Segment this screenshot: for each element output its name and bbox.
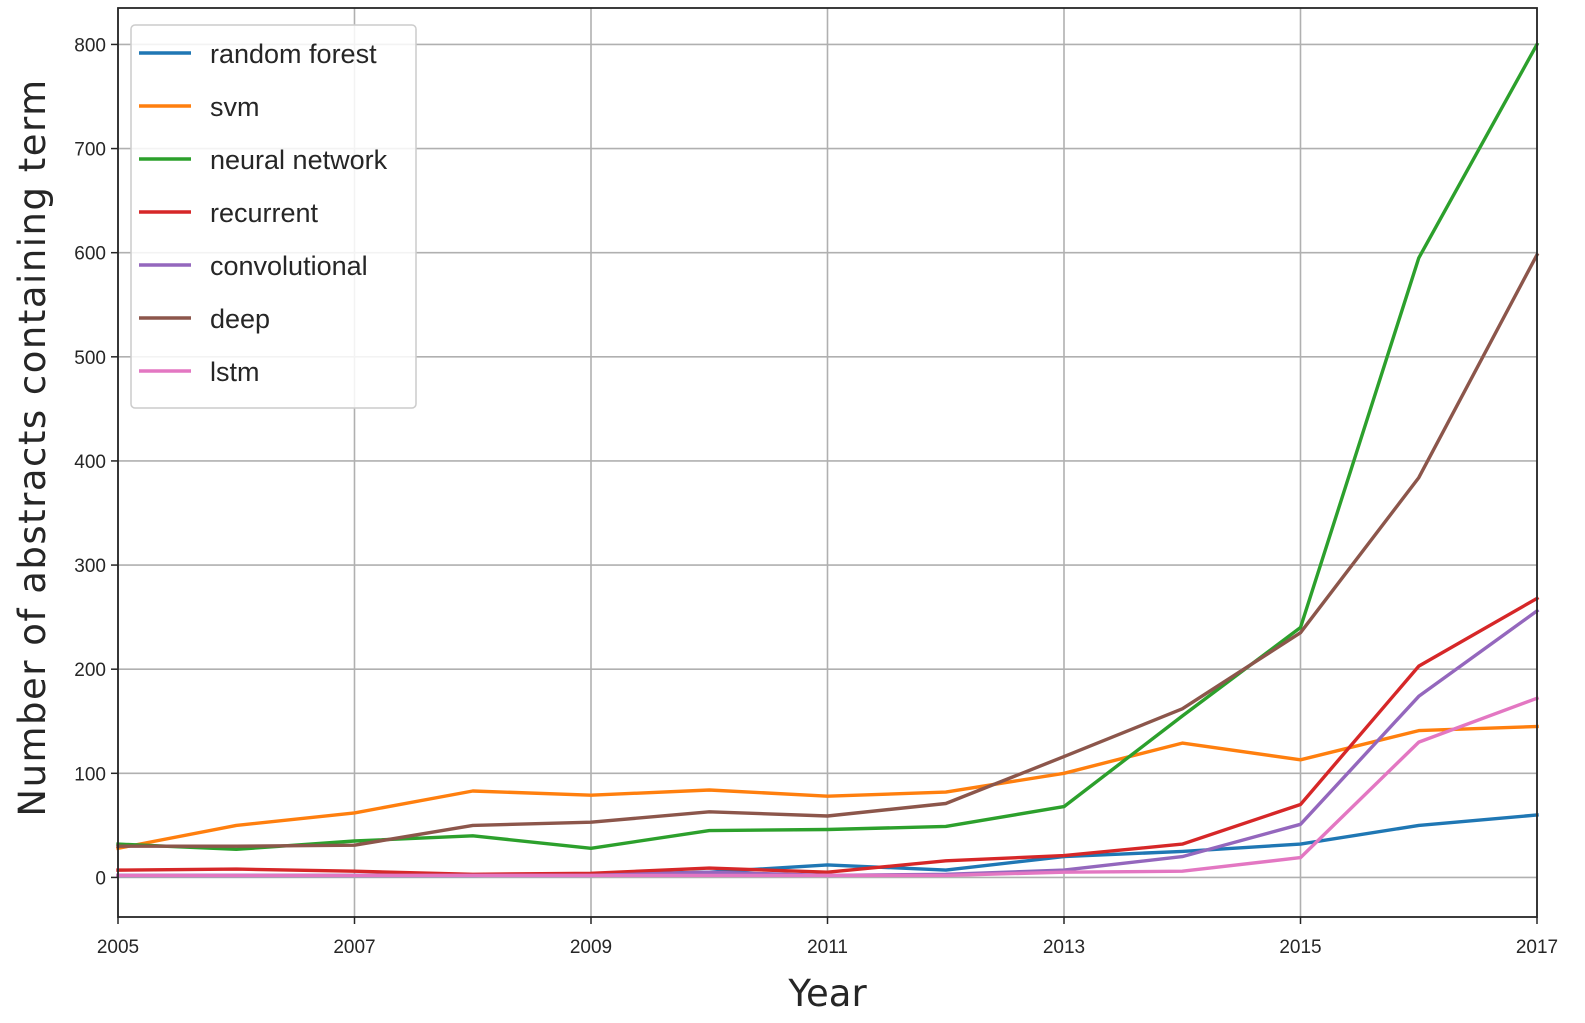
legend-label-deep: deep <box>210 304 270 334</box>
x-axis-title: Year <box>787 972 867 1015</box>
y-tick-label: 600 <box>74 244 106 265</box>
y-tick-label: 100 <box>74 764 106 785</box>
legend-label-random-forest: random forest <box>210 39 377 69</box>
x-axis-ticks: 2005 2007 2009 2011 2013 2015 2017 <box>97 917 1558 958</box>
legend-label-recurrent: recurrent <box>210 198 319 228</box>
series-line-recurrent <box>116 596 1540 876</box>
series-lines <box>116 42 1540 878</box>
y-tick-label: 0 <box>95 868 106 889</box>
x-tick-label: 2007 <box>333 937 375 958</box>
x-tick-label: 2009 <box>570 937 612 958</box>
x-tick-label: 2015 <box>1279 937 1321 958</box>
legend-box <box>130 24 417 409</box>
legend-label-lstm: lstm <box>210 357 260 387</box>
y-tick-label: 500 <box>74 348 106 369</box>
y-tick-label: 800 <box>74 35 106 56</box>
y-tick-label: 300 <box>74 556 106 577</box>
y-tick-label: 700 <box>74 140 106 161</box>
grid <box>117 8 1538 917</box>
x-tick-label: 2013 <box>1043 937 1085 958</box>
x-tick-label: 2017 <box>1516 937 1558 958</box>
legend-label-svm: svm <box>210 92 260 122</box>
series-line-lstm <box>116 696 1540 878</box>
x-tick-label: 2011 <box>807 937 848 958</box>
y-axis-title: Number of abstracts containing term <box>11 78 54 816</box>
y-axis-ticks: 0 100 200 300 400 500 600 700 800 <box>74 35 118 889</box>
series-line-svm <box>116 724 1539 851</box>
y-tick-label: 200 <box>74 660 106 681</box>
x-tick-label: 2005 <box>97 937 139 958</box>
legend: random forest svm neural network recurrent c… <box>130 24 417 409</box>
series-line-deep <box>116 252 1540 848</box>
legend-label-convolutional: convolutional <box>210 251 368 281</box>
legend-label-neural-network: neural network <box>210 145 388 175</box>
y-tick-label: 400 <box>74 452 106 473</box>
series-line-neural-network <box>116 42 1540 851</box>
